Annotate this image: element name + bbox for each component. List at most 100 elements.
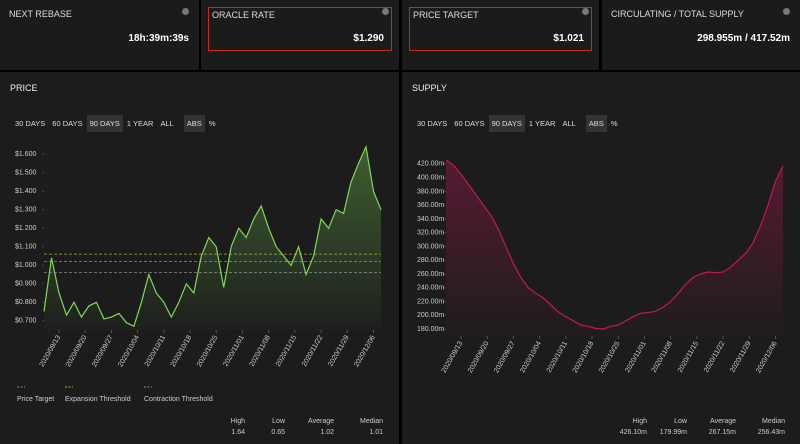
stat-value: 426.10m: [620, 429, 647, 436]
x-tick-label: 2020/10/11: [144, 334, 167, 367]
card-label: PRICE TARGET: [413, 10, 479, 20]
y-tick-label: 300.00m: [417, 243, 444, 250]
card-bg: CIRCULATING / TOTAL SUPPLY 298.955m / 417…: [602, 0, 800, 70]
y-tick-label: $1.600: [15, 151, 37, 158]
x-tick-label: 2020/09/20: [65, 334, 89, 368]
range-button[interactable]: 1 YEAR: [528, 119, 556, 128]
card-bg: PRICE TARGET $1.021: [402, 0, 599, 70]
stat-value: 179.99m: [660, 429, 687, 436]
stat-label: Average: [710, 418, 736, 425]
range-button[interactable]: 60 DAYS: [52, 119, 83, 128]
range-button[interactable]: 30 DAYS: [417, 119, 448, 128]
card-value: $1.290: [353, 33, 384, 44]
range-button[interactable]: %: [208, 119, 216, 128]
x-tick-label: 2020/10/04: [117, 334, 141, 368]
info-icon[interactable]: [582, 8, 589, 15]
x-tick-label: 2020/11/01: [222, 334, 245, 367]
x-tick-label: 2020/11/08: [651, 340, 674, 373]
y-tick-label: 420.00m: [417, 161, 444, 168]
y-tick-label: 380.00m: [417, 188, 444, 195]
y-tick-label: 320.00m: [417, 230, 444, 237]
y-tick-label: $1.500: [15, 170, 37, 177]
stat-value: 1.02: [320, 429, 334, 436]
y-tick-label: 200.00m: [417, 312, 444, 319]
range-buttons: 30 DAYS 60 DAYS 90 DAYS 1 YEAR ALL ABS%: [12, 115, 219, 132]
stat-label: High: [633, 418, 648, 425]
x-tick-label: 2020/11/29: [729, 340, 752, 373]
x-tick-label: 2020/10/18: [170, 334, 194, 368]
range-button[interactable]: ABS: [183, 115, 205, 132]
card-value: 298.955m / 417.52m: [697, 33, 790, 44]
info-icon[interactable]: [182, 8, 189, 15]
x-tick-label: 2020/11/22: [703, 340, 726, 373]
y-tick-label: 240.00m: [417, 285, 444, 292]
x-tick-label: 2020/09/27: [91, 334, 115, 368]
range-button[interactable]: 90 DAYS: [86, 115, 123, 132]
x-tick-label: 2020/10/25: [598, 340, 622, 374]
card-bg: NEXT REBASE 18h:39m:39s: [0, 0, 199, 70]
card-label: ORACLE RATE: [212, 10, 275, 20]
range-button[interactable]: 1 YEAR: [126, 119, 154, 128]
x-tick-label: 2020/11/08: [249, 334, 272, 367]
panel: SUPPLY 30 DAYS 60 DAYS 90 DAYS 1 YEAR ALL ABS%…: [402, 72, 800, 444]
x-tick-label: 2020/10/18: [572, 340, 596, 374]
range-button[interactable]: ALL: [160, 119, 174, 128]
legend-label: Expansion Threshold: [65, 396, 131, 403]
x-tick-label: 2020/12/06: [353, 334, 377, 368]
x-tick-label: 2020/11/22: [301, 334, 324, 367]
card-label: NEXT REBASE: [9, 9, 72, 19]
card-value: 18h:39m:39s: [128, 33, 189, 44]
x-tick-label: 2020/09/27: [493, 340, 517, 374]
x-tick-label: 2020/10/04: [519, 340, 543, 374]
stat-value: 256.43m: [758, 429, 785, 436]
y-tick-label: 280.00m: [417, 257, 444, 264]
y-tick-label: $1.100: [15, 244, 37, 251]
y-tick-label: 260.00m: [417, 271, 444, 278]
area: [446, 159, 783, 336]
stat-value: 1.64: [231, 429, 245, 436]
plot: $0.700 $0.800 $0.900 $1.000 $1.100 $1.200 $1.3…: [15, 144, 383, 436]
card-value: $1.021: [553, 33, 584, 44]
line: [445, 159, 784, 330]
y-tick-label: $1.400: [15, 188, 37, 195]
chart: 180.00m 200.00m 220.00m 240.00m 260.00m 280.0…: [417, 159, 785, 436]
stat-value: 267.15m: [709, 429, 736, 436]
stat-label: Low: [272, 418, 286, 425]
y-tick-label: $0.800: [15, 299, 37, 306]
legend-label: Contraction Threshold: [144, 396, 213, 403]
x-tick-label: 2020/11/01: [624, 340, 647, 373]
x-tick-label: 2020/12/06: [755, 340, 779, 374]
y-tick-label: $0.900: [15, 281, 37, 288]
line: [43, 144, 382, 328]
stat-value: 1.01: [369, 429, 383, 436]
range-button[interactable]: ALL: [562, 119, 576, 128]
y-tick-label: 340.00m: [417, 216, 444, 223]
x-tick-label: 2020/11/29: [327, 334, 350, 367]
y-tick-label: 180.00m: [417, 326, 444, 333]
range-button[interactable]: ABS: [585, 115, 607, 132]
y-tick-label: $1.000: [15, 262, 37, 269]
range-button[interactable]: 90 DAYS: [488, 115, 525, 132]
info-icon[interactable]: [382, 8, 389, 15]
card-highlight: ORACLE RATE $1.290: [208, 7, 392, 51]
range-button[interactable]: 60 DAYS: [454, 119, 485, 128]
y-tick-label: 220.00m: [417, 298, 444, 305]
range-button[interactable]: %: [610, 119, 618, 128]
area: [44, 146, 381, 330]
x-tick-label: 2020/09/13: [39, 334, 63, 368]
panel-title: PRICE: [10, 83, 38, 93]
panel-title: SUPPLY: [412, 83, 447, 93]
x-tick-label: 2020/11/15: [275, 334, 298, 367]
range-buttons: 30 DAYS 60 DAYS 90 DAYS 1 YEAR ALL ABS%: [414, 115, 621, 132]
y-tick-label: $0.700: [15, 318, 37, 325]
range-button[interactable]: 30 DAYS: [15, 119, 46, 128]
card-label: CIRCULATING / TOTAL SUPPLY: [611, 9, 744, 19]
card-highlight: PRICE TARGET $1.021: [409, 7, 592, 51]
stat-label: Median: [360, 418, 383, 425]
card-bg: ORACLE RATE $1.290: [201, 0, 399, 70]
y-tick-label: $1.300: [15, 207, 37, 214]
stat-label: Median: [762, 418, 785, 425]
stat-label: Low: [674, 418, 688, 425]
info-icon[interactable]: [783, 8, 790, 15]
